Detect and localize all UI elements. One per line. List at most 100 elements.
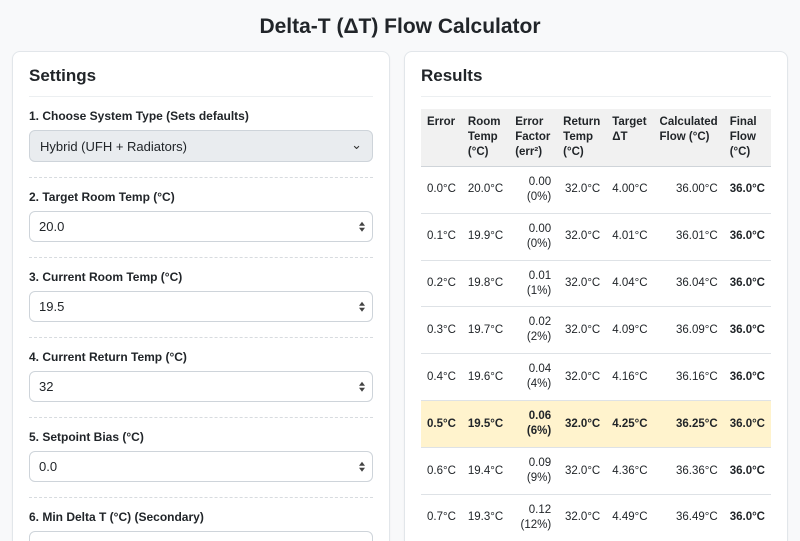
table-cell: 0.06 (6%) [509, 400, 558, 448]
settings-fields: 1. Choose System Type (Sets defaults) Hyb… [29, 109, 373, 541]
table-cell: 4.16°C [606, 353, 654, 401]
table-cell: 19.3°C [461, 493, 510, 541]
table-cell: 32.0°C [557, 306, 607, 354]
select-value: Hybrid (UFH + Radiators) [40, 138, 188, 154]
current-room-temp-field [29, 291, 373, 322]
table-row: 0.5°C 19.5°C 0.06 (6%) 32.0°C 4.25°C 36.25°C 3… [421, 400, 771, 448]
table-cell: 19.5°C [461, 400, 510, 448]
table-cell: 36.01°C [653, 212, 724, 261]
page-title: Delta-T (ΔT) Flow Calculator [259, 15, 541, 38]
table-cell: 4.09°C [606, 306, 654, 354]
table-cell: 0.1°C [421, 212, 462, 261]
column-header: Target ΔT [606, 109, 654, 167]
table-cell: 0.2°C [421, 259, 462, 307]
table-cell: 19.8°C [461, 259, 510, 307]
number-stepper-icon[interactable] [359, 301, 365, 312]
table-cell: 0.00 (0%) [509, 212, 558, 261]
chevron-down-icon: ⌄ [351, 136, 362, 152]
table-row: 0.3°C 19.7°C 0.02 (2%) 32.0°C 4.09°C 36.09°C 3… [421, 306, 771, 354]
table-cell: 19.4°C [461, 447, 510, 495]
number-stepper-icon[interactable] [359, 221, 365, 232]
table-cell: 36.0°C [723, 259, 771, 307]
header-row: Error Room Temp (°C) Error Factor (err²) Re… [421, 109, 771, 167]
table-cell: 4.49°C [606, 493, 654, 541]
table-row: 0.6°C 19.4°C 0.09 (9%) 32.0°C 4.36°C 36.36°C 3… [421, 447, 771, 495]
table-cell: 0.7°C [421, 493, 462, 541]
table-cell: 4.04°C [606, 259, 654, 307]
main-layout: Settings 1. Choose System Type (Sets def… [0, 51, 800, 541]
system-type-label: 1. Choose System Type (Sets defaults) [29, 109, 249, 123]
results-title: Results [421, 66, 771, 97]
field-separator [29, 177, 373, 178]
current-return-temp-input[interactable] [29, 371, 373, 402]
table-cell: 4.00°C [612, 183, 648, 196]
setpoint-bias-field [29, 451, 373, 482]
table-cell: 36.49°C [653, 493, 724, 541]
column-header: Error [421, 109, 462, 167]
table-cell: 20.0°C [467, 183, 504, 196]
table-cell: 36.00°C [676, 183, 718, 196]
target-room-temp-label: 2. Target Room Temp (°C) [29, 190, 175, 204]
results-card: Results Error Room Temp (°C) Error Factor … [404, 51, 788, 541]
system-type-select[interactable]: Hybrid (UFH + Radiators) ⌄ [29, 130, 373, 162]
field-separator [29, 417, 373, 418]
column-header: Room Temp (°C) [461, 109, 510, 167]
settings-card: Settings 1. Choose System Type (Sets def… [12, 51, 390, 541]
table-cell: 4.25°C [606, 400, 654, 448]
current-room-temp-label: 3. Current Room Temp (°C) [29, 270, 183, 284]
settings-title: Settings [29, 66, 373, 97]
table-cell: 0.0°C [427, 183, 456, 196]
setpoint-bias-label: 5. Setpoint Bias (°C) [29, 430, 144, 444]
field-separator [29, 337, 373, 338]
column-header: Final Flow (°C) [723, 109, 771, 167]
min-delta-t-input[interactable] [29, 531, 373, 541]
table-cell: 0.3°C [421, 306, 462, 354]
column-header: Error Factor (err²) [509, 109, 558, 167]
table-cell: 36.36°C [653, 447, 724, 495]
table-cell: 36.0°C [723, 306, 771, 354]
table-row: 0.7°C 19.3°C 0.12 (12%) 32.0°C 4.49°C 36.49°C… [421, 493, 771, 541]
table-cell: 0.00 (0%) [526, 175, 552, 203]
table-cell: 36.25°C [653, 400, 724, 448]
table-cell: 36.0°C [723, 400, 771, 448]
table-cell: 32.0°C [557, 400, 607, 448]
table-cell: 0.5°C [421, 400, 462, 448]
results-table-body: 0.0°C 20.0°C 0.00 (0%) 32.0°C 4.00°C 36.00°C 3… [421, 166, 771, 541]
table-cell: 19.7°C [461, 306, 510, 354]
table-cell: 19.6°C [461, 353, 510, 401]
column-header: Return Temp (°C) [557, 109, 607, 167]
table-cell: 32.0°C [557, 493, 607, 541]
table-cell: 36.04°C [653, 259, 724, 307]
field-separator [29, 497, 373, 498]
table-cell: 0.01 (1%) [509, 259, 558, 307]
table-cell: 0.02 (2%) [509, 306, 558, 354]
results-table: Error Room Temp (°C) Error Factor (err²) Re… [421, 109, 771, 541]
table-cell: 36.0°C [723, 447, 771, 495]
table-row: 0.0°C 20.0°C 0.00 (0%) 32.0°C 4.00°C 36.00°C 3… [421, 166, 771, 213]
table-row: 0.1°C 19.9°C 0.00 (0%) 32.0°C 4.01°C 36.01°C 3… [421, 212, 771, 261]
current-room-temp-input[interactable] [29, 291, 373, 322]
table-cell: 32.0°C [557, 447, 607, 495]
table-cell: 4.36°C [606, 447, 654, 495]
table-cell: 0.04 (4%) [509, 353, 558, 401]
table-cell: 36.16°C [653, 353, 724, 401]
min-delta-t-label: 6. Min Delta T (°C) (Secondary) [29, 510, 204, 524]
target-room-temp-input[interactable] [29, 211, 373, 242]
table-cell: 32.0°C [557, 353, 607, 401]
table-cell: 32.0°C [557, 259, 607, 307]
results-table-head: Error Room Temp (°C) Error Factor (err²) Re… [421, 109, 771, 167]
table-cell: 0.6°C [421, 447, 462, 495]
field-separator [29, 257, 373, 258]
table-cell: 36.0°C [723, 493, 771, 541]
setpoint-bias-input[interactable] [29, 451, 373, 482]
table-cell: 19.9°C [461, 212, 510, 261]
table-cell: 36.0°C [723, 353, 771, 401]
number-stepper-icon[interactable] [359, 381, 365, 392]
table-cell: 32.0°C [557, 212, 607, 261]
table-cell: 36.09°C [653, 306, 724, 354]
table-cell: 0.12 (12%) [509, 493, 558, 541]
column-header: Calculated Flow (°C) [653, 109, 724, 167]
table-row: 0.4°C 19.6°C 0.04 (4%) 32.0°C 4.16°C 36.16°C 3… [421, 353, 771, 401]
target-room-temp-field [29, 211, 373, 242]
number-stepper-icon[interactable] [359, 461, 365, 472]
